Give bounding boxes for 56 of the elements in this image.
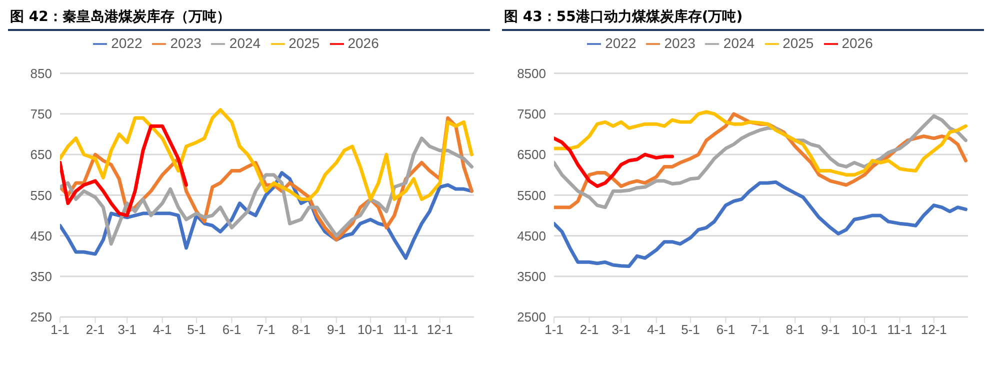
legend-label: 2024 (229, 35, 261, 51)
legend-label: 2024 (723, 35, 755, 51)
line-series (60, 124, 188, 218)
x-tick-label: 2-1 (86, 322, 105, 338)
y-tick-label: 7500 (517, 106, 546, 122)
x-tick-label: 1-1 (50, 322, 70, 338)
x-tick-label: 8-1 (292, 322, 311, 338)
chart-title: 图 43：55港口动力煤煤炭库存(万吨) (502, 8, 984, 31)
x-tick-label: 10-1 (851, 322, 878, 338)
y-tick-label: 550 (30, 188, 52, 203)
x-tick-label: 10-1 (357, 322, 384, 338)
x-tick-label: 12-1 (920, 322, 947, 338)
legend-label: 2022 (605, 35, 636, 51)
y-tick-label: 850 (30, 66, 52, 81)
line-series (60, 108, 474, 201)
x-tick-label: 7-1 (750, 322, 770, 338)
x-tick-label: 2-1 (580, 322, 599, 338)
x-tick-label: 4-1 (646, 322, 666, 338)
y-tick-label: 8500 (517, 66, 546, 81)
line-series (60, 136, 474, 246)
x-tick-label: 9-1 (820, 322, 840, 338)
x-tick-label: 3-1 (612, 322, 631, 338)
x-tick-label: 8-1 (786, 322, 805, 338)
line-series (554, 180, 968, 268)
chart-title: 图 42：秦皇岛港煤炭库存（万吨） (8, 8, 490, 31)
y-tick-label: 250 (30, 310, 52, 325)
y-tick-label: 6500 (517, 147, 546, 162)
legend-label: 2023 (170, 35, 202, 51)
y-tick-label: 2500 (517, 310, 546, 325)
x-tick-label: 9-1 (326, 322, 346, 338)
y-tick-label: 750 (30, 106, 52, 122)
x-tick-label: 3-1 (118, 322, 137, 338)
x-tick-label: 1-1 (544, 322, 564, 338)
y-tick-label: 5500 (517, 188, 546, 203)
legend-label: 2025 (782, 35, 814, 51)
x-tick-label: 6-1 (716, 322, 736, 338)
legend-label: 2025 (288, 35, 320, 51)
x-tick-label: 5-1 (681, 322, 700, 338)
x-tick-label: 11-1 (887, 322, 912, 338)
x-tick-label: 5-1 (187, 322, 206, 338)
y-tick-label: 350 (30, 269, 52, 284)
x-tick-label: 7-1 (256, 322, 276, 338)
x-tick-label: 12-1 (426, 322, 453, 338)
legend-label: 2026 (348, 35, 379, 51)
y-tick-label: 3500 (517, 269, 546, 284)
y-tick-label: 450 (30, 228, 52, 244)
y-tick-label: 4500 (517, 228, 546, 244)
x-tick-label: 6-1 (222, 322, 242, 338)
y-tick-label: 650 (30, 147, 52, 162)
legend-label: 2026 (842, 35, 873, 51)
legend-label: 2023 (664, 35, 696, 51)
line-series (554, 110, 968, 177)
legend-label: 2022 (111, 35, 142, 51)
x-tick-label: 4-1 (152, 322, 172, 338)
x-tick-label: 11-1 (393, 322, 418, 338)
line-series (554, 136, 674, 188)
